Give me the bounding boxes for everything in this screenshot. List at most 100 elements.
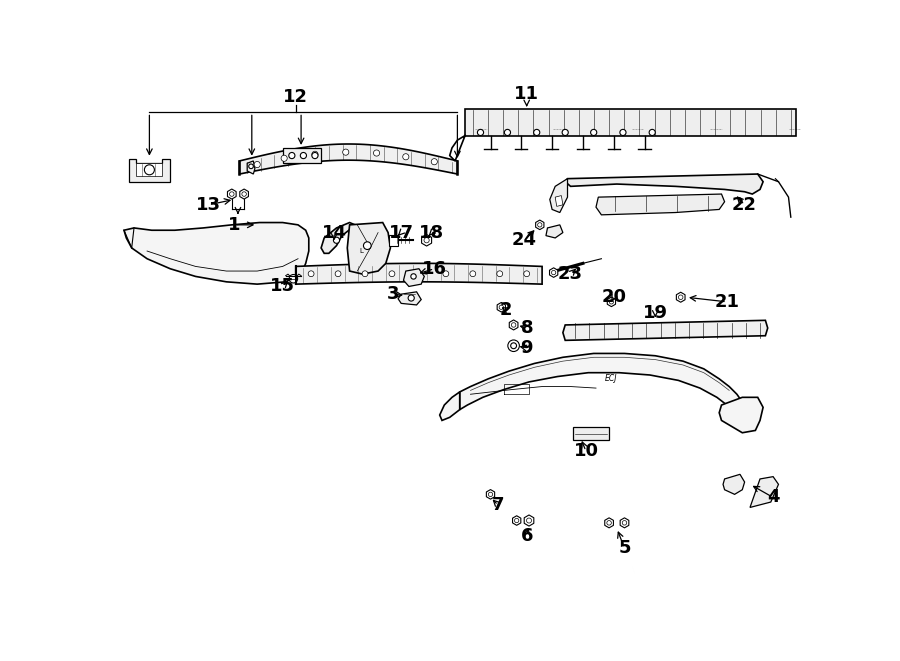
Text: 2: 2	[500, 301, 512, 319]
Circle shape	[590, 130, 597, 136]
Polygon shape	[562, 321, 768, 340]
Text: 16: 16	[422, 260, 446, 278]
Polygon shape	[719, 397, 763, 433]
Text: 11: 11	[514, 85, 539, 103]
Polygon shape	[248, 161, 255, 174]
Circle shape	[374, 150, 380, 156]
Polygon shape	[347, 223, 391, 274]
Polygon shape	[124, 223, 309, 284]
Polygon shape	[723, 475, 744, 494]
Polygon shape	[573, 426, 609, 440]
Polygon shape	[550, 178, 568, 213]
Text: 18: 18	[419, 223, 445, 241]
Polygon shape	[596, 194, 725, 215]
Circle shape	[431, 159, 437, 165]
Circle shape	[526, 518, 532, 523]
Text: 21: 21	[715, 293, 740, 311]
Circle shape	[649, 130, 655, 136]
Text: 13: 13	[196, 196, 221, 214]
Polygon shape	[460, 354, 742, 420]
Polygon shape	[321, 223, 355, 253]
Bar	[389, 235, 398, 246]
Circle shape	[552, 270, 556, 275]
Polygon shape	[239, 189, 248, 199]
Circle shape	[402, 154, 409, 160]
Polygon shape	[283, 148, 321, 163]
Text: 4: 4	[767, 488, 779, 506]
Text: 8: 8	[520, 319, 533, 337]
Text: 9: 9	[520, 339, 533, 357]
Circle shape	[281, 155, 287, 161]
Circle shape	[562, 130, 568, 136]
Circle shape	[301, 153, 307, 159]
Circle shape	[537, 223, 542, 227]
Circle shape	[416, 271, 422, 277]
Circle shape	[510, 343, 517, 348]
Polygon shape	[440, 392, 460, 420]
Text: 10: 10	[573, 442, 598, 460]
Circle shape	[144, 165, 155, 175]
Circle shape	[497, 271, 503, 277]
Polygon shape	[239, 144, 457, 174]
Text: 14: 14	[321, 223, 347, 241]
Polygon shape	[398, 292, 421, 305]
Text: 15: 15	[270, 278, 295, 295]
Polygon shape	[677, 292, 685, 302]
Polygon shape	[550, 268, 558, 278]
Circle shape	[254, 161, 260, 168]
Polygon shape	[513, 516, 521, 525]
Polygon shape	[486, 490, 495, 499]
Text: 23: 23	[558, 265, 583, 283]
Circle shape	[289, 153, 295, 159]
Text: 6: 6	[520, 527, 533, 545]
Circle shape	[609, 299, 614, 304]
Polygon shape	[620, 518, 629, 528]
Circle shape	[343, 149, 349, 155]
Circle shape	[335, 271, 341, 277]
Circle shape	[477, 130, 483, 136]
Circle shape	[504, 130, 510, 136]
Polygon shape	[509, 320, 518, 330]
Circle shape	[607, 521, 611, 525]
Circle shape	[312, 151, 318, 157]
Circle shape	[534, 130, 540, 136]
Circle shape	[312, 153, 318, 159]
Circle shape	[389, 271, 395, 277]
Polygon shape	[403, 269, 424, 286]
Circle shape	[230, 192, 234, 196]
Polygon shape	[497, 303, 506, 312]
Polygon shape	[605, 518, 614, 528]
Circle shape	[248, 164, 254, 169]
Text: 3: 3	[387, 285, 400, 303]
Circle shape	[443, 271, 449, 277]
Text: 17: 17	[389, 223, 414, 241]
Circle shape	[333, 237, 339, 243]
Text: 12: 12	[284, 88, 308, 106]
Circle shape	[511, 323, 516, 327]
Circle shape	[470, 271, 476, 277]
Polygon shape	[136, 163, 163, 176]
Circle shape	[410, 274, 416, 279]
Circle shape	[679, 295, 683, 299]
Circle shape	[515, 518, 518, 523]
Text: 24: 24	[512, 231, 537, 249]
Polygon shape	[546, 225, 562, 238]
Polygon shape	[524, 515, 534, 526]
Text: 5: 5	[618, 539, 631, 557]
Text: 22: 22	[732, 196, 757, 214]
Polygon shape	[228, 189, 236, 199]
Polygon shape	[129, 159, 170, 182]
Circle shape	[242, 192, 247, 196]
Circle shape	[364, 242, 371, 249]
Text: ECJ: ECJ	[605, 374, 617, 383]
Circle shape	[489, 492, 492, 496]
Circle shape	[408, 295, 414, 301]
Circle shape	[620, 130, 626, 136]
Text: 1: 1	[228, 216, 240, 234]
Polygon shape	[465, 109, 796, 136]
Circle shape	[508, 340, 519, 352]
Circle shape	[362, 271, 368, 277]
Text: L: L	[359, 248, 363, 254]
Text: 7: 7	[492, 496, 505, 514]
Circle shape	[500, 305, 503, 309]
